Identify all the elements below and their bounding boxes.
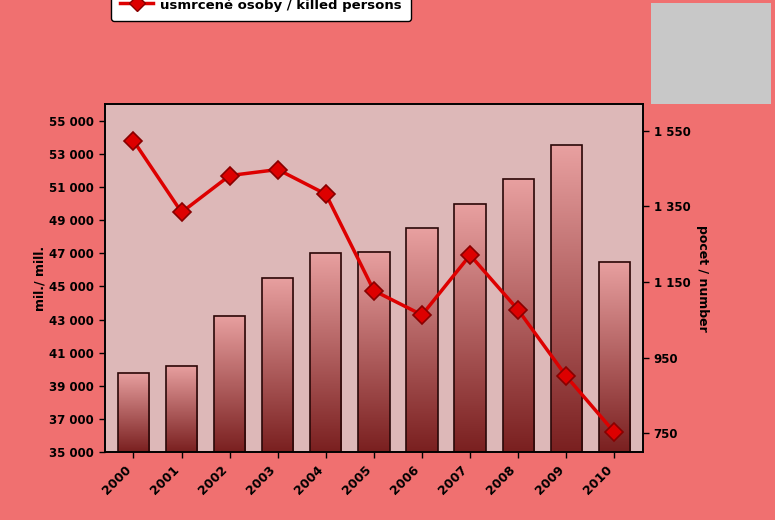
Bar	[310, 253, 342, 452]
Bar	[454, 203, 486, 452]
Bar	[214, 316, 246, 452]
Legend: vozkm / vehicle-km, usmrcené osoby / killed persons: vozkm / vehicle-km, usmrcené osoby / kil…	[112, 0, 411, 21]
Bar	[599, 262, 630, 452]
Bar	[406, 228, 438, 452]
Bar	[358, 252, 390, 452]
Bar	[551, 146, 582, 452]
Bar	[262, 278, 294, 452]
Bar	[118, 373, 149, 452]
Y-axis label: pocet / number: pocet / number	[696, 225, 709, 332]
Bar	[166, 366, 197, 452]
Bar	[502, 179, 534, 452]
Y-axis label: mil./ mill.: mil./ mill.	[33, 245, 46, 311]
